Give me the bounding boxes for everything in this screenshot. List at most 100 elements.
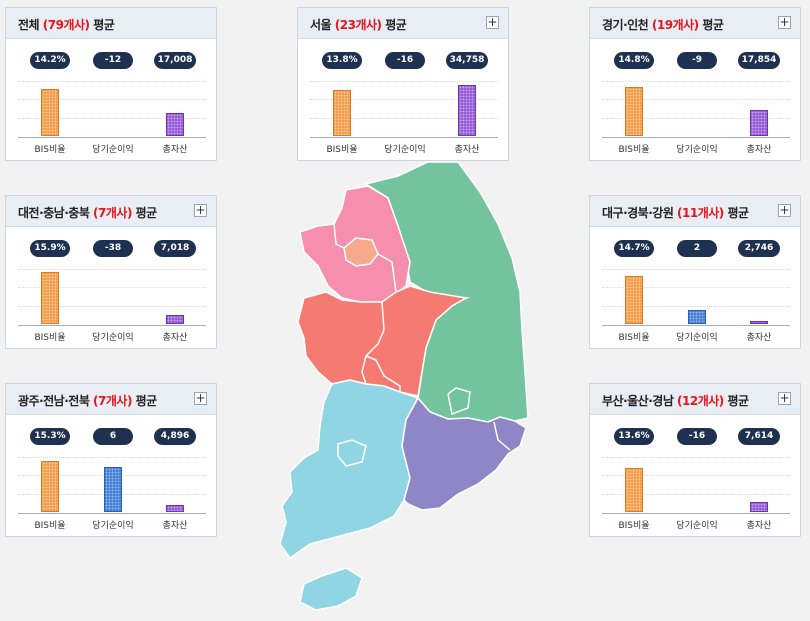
total-assets-bar: [166, 315, 184, 324]
card-header: 경기·인천 (19개사) 평균 +: [590, 8, 800, 39]
bis-ratio-bar: [41, 272, 59, 324]
card-gwangju-jeonnam-jeonbuk-average: 광주·전남·전북 (7개사) 평균 + 15.3% 6 4,896 BIS비율 …: [5, 383, 217, 537]
card-title: 경기·인천 (19개사) 평균: [602, 16, 724, 33]
gridline: [602, 494, 790, 495]
bis-ratio-bar: [333, 90, 351, 136]
total-assets-value: 34,758: [446, 52, 488, 69]
bis-ratio-label: BIS비율: [34, 145, 66, 155]
gridline: [310, 118, 498, 119]
gridline: [602, 99, 790, 100]
net-income-bar: [104, 467, 122, 512]
card-header: 대전·충남·충북 (7개사) 평균 +: [6, 196, 216, 227]
net-income-label: 당기순이익: [676, 333, 718, 343]
total-assets-value: 17,854: [738, 52, 780, 69]
card-title: 부산·울산·경남 (12개사) 평균: [602, 392, 749, 409]
gridline: [602, 81, 790, 82]
total-assets-bar: [750, 110, 768, 136]
total-assets-value: 17,008: [154, 52, 196, 69]
average-label: 평균: [135, 394, 158, 408]
gridline: [18, 457, 206, 458]
total-assets-bar: [750, 321, 768, 324]
gridline: [602, 287, 790, 288]
total-assets-label: 총자산: [162, 333, 188, 343]
net-income-label: 당기순이익: [92, 521, 134, 531]
expand-plus-button[interactable]: +: [194, 391, 207, 405]
net-income-value: 2: [677, 240, 717, 257]
average-label: 평균: [93, 18, 115, 32]
card-all-average: 전체 (79개사) 평균 14.2% -12 17,008 BIS비율 당기순이…: [5, 7, 217, 161]
bis-ratio-value: 14.8%: [614, 52, 654, 69]
gridline: [310, 81, 498, 82]
bis-ratio-bar: [41, 461, 59, 512]
expand-plus-button[interactable]: +: [778, 203, 791, 217]
company-count: (11개사): [677, 206, 724, 220]
average-label: 평균: [727, 206, 749, 220]
map-region-jeolla[interactable]: [279, 379, 420, 560]
card-header: 서울 (23개사) 평균 +: [298, 8, 508, 39]
bis-ratio-label: BIS비율: [618, 333, 650, 343]
net-income-value: -16: [677, 428, 717, 445]
card-header: 대구·경북·강원 (11개사) 평균 +: [590, 196, 800, 227]
expand-plus-button[interactable]: +: [778, 391, 791, 405]
card-daegu-gyeongbuk-gangwon-average: 대구·경북·강원 (11개사) 평균 + 14.7% 2 2,746 BIS비율…: [589, 195, 801, 349]
total-assets-value: 2,746: [738, 240, 780, 257]
bis-ratio-value: 13.8%: [322, 52, 362, 69]
map-region-chungcheong[interactable]: [297, 285, 469, 397]
net-income-value: 6: [93, 428, 133, 445]
net-income-label: 당기순이익: [676, 521, 718, 531]
average-label: 평균: [135, 206, 158, 220]
net-income-label: 당기순이익: [92, 333, 134, 343]
total-assets-label: 총자산: [746, 145, 772, 155]
region-name: 광주·전남·전북: [18, 394, 90, 408]
total-assets-value: 7,018: [154, 240, 196, 257]
chart-baseline: [18, 325, 206, 326]
bis-ratio-label: BIS비율: [326, 145, 358, 155]
card-busan-ulsan-gyeongnam-average: 부산·울산·경남 (12개사) 평균 + 13.6% -16 7,614 BIS…: [589, 383, 801, 537]
gridline: [18, 306, 206, 307]
card-daejeon-chungnam-chungbuk-average: 대전·충남·충북 (7개사) 평균 + 15.9% -38 7,018 BIS비…: [5, 195, 217, 349]
total-assets-value: 4,896: [154, 428, 196, 445]
bis-ratio-value: 15.3%: [30, 428, 70, 445]
expand-plus-button[interactable]: +: [778, 15, 791, 29]
total-assets-bar: [750, 502, 768, 512]
total-assets-label: 총자산: [746, 333, 772, 343]
gridline: [18, 99, 206, 100]
card-header: 전체 (79개사) 평균: [6, 8, 216, 39]
average-label: 평균: [385, 18, 407, 32]
map-region-jeju[interactable]: [299, 567, 363, 611]
total-assets-label: 총자산: [746, 521, 772, 531]
average-label: 평균: [702, 18, 724, 32]
card-title: 전체 (79개사) 평균: [18, 16, 115, 33]
total-assets-bar: [166, 505, 184, 512]
gridline: [602, 306, 790, 307]
net-income-bar: [688, 310, 706, 324]
total-assets-label: 총자산: [454, 145, 480, 155]
card-title: 광주·전남·전북 (7개사) 평균: [18, 392, 157, 409]
total-assets-value: 7,614: [738, 428, 780, 445]
net-income-value: -38: [93, 240, 133, 257]
chart-baseline: [602, 325, 790, 326]
bis-ratio-bar: [625, 468, 643, 512]
company-count: (19개사): [651, 18, 699, 32]
gridline: [602, 475, 790, 476]
total-assets-label: 총자산: [162, 521, 188, 531]
total-assets-bar: [458, 85, 476, 136]
gridline: [602, 269, 790, 270]
chart-baseline: [18, 137, 206, 138]
bis-ratio-value: 13.6%: [614, 428, 654, 445]
gridline: [18, 118, 206, 119]
gridline: [602, 118, 790, 119]
net-income-value: -16: [385, 52, 425, 69]
expand-plus-button[interactable]: +: [486, 15, 499, 29]
bis-ratio-bar: [625, 276, 643, 324]
bis-ratio-label: BIS비율: [34, 521, 66, 531]
card-title: 대구·경북·강원 (11개사) 평균: [602, 204, 749, 221]
region-name: 대전·충남·충북: [18, 206, 90, 220]
region-name: 서울: [310, 18, 332, 32]
expand-plus-button[interactable]: +: [194, 203, 207, 217]
net-income-value: -9: [677, 52, 717, 69]
bis-ratio-bar: [625, 87, 643, 136]
card-header: 부산·울산·경남 (12개사) 평균 +: [590, 384, 800, 415]
map-region-seoul[interactable]: [343, 237, 379, 267]
net-income-value: -12: [93, 52, 133, 69]
